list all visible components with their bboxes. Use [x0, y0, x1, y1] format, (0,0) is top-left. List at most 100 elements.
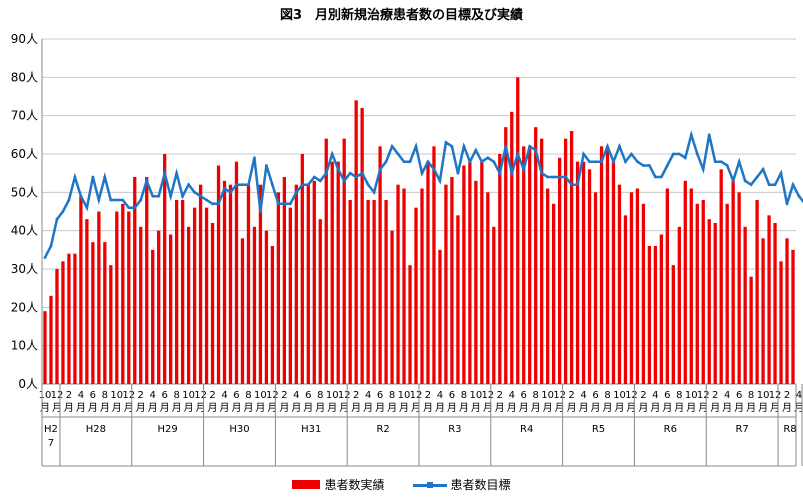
target-point: [462, 144, 466, 148]
bar: [276, 192, 281, 384]
target-point: [755, 175, 759, 179]
bar: [318, 219, 322, 384]
target-point: [193, 190, 196, 194]
x-tick-label-unit: 月: [351, 402, 361, 414]
bar: [324, 138, 328, 384]
x-tick-label: 4: [796, 390, 802, 401]
bar: [294, 184, 298, 384]
x-tick-label-unit: 月: [567, 402, 577, 414]
target-point: [79, 194, 83, 198]
x-tick-label-unit: 月: [76, 402, 86, 414]
y-tick-label: 30人: [11, 262, 38, 276]
x-tick-label-unit: 月: [662, 402, 672, 414]
year-label: R7: [735, 424, 748, 435]
bar: [767, 215, 771, 384]
target-point: [797, 194, 801, 198]
x-tick-label-unit: 月: [279, 402, 289, 414]
target-point: [139, 198, 143, 202]
target-point: [288, 202, 292, 206]
x-tick-label-unit: 月: [698, 402, 708, 414]
target-point: [743, 179, 747, 183]
bar: [456, 215, 460, 384]
bar: [450, 177, 454, 384]
bar: [551, 203, 556, 384]
x-tick-label-unit: 月: [148, 402, 158, 414]
bar: [73, 253, 77, 384]
target-point: [510, 171, 514, 175]
bar: [593, 192, 598, 384]
bar: [204, 207, 209, 384]
x-tick-label: 2: [712, 390, 718, 401]
bar: [121, 203, 125, 384]
target-point: [342, 179, 346, 183]
target-line: [43, 130, 803, 259]
year-label: R5: [592, 424, 605, 435]
target-point: [229, 190, 232, 194]
target-point: [516, 152, 520, 156]
x-tick-label: 6: [305, 390, 311, 401]
target-point: [378, 167, 382, 171]
target-point: [396, 152, 400, 156]
x-tick-label: 6: [736, 390, 742, 401]
x-tick-label: 10: [685, 390, 698, 401]
target-point: [73, 175, 77, 179]
x-tick-label-unit: 月: [88, 402, 98, 414]
target-point: [420, 171, 424, 175]
bar: [701, 200, 705, 384]
x-tick-label-unit: 月: [172, 402, 182, 414]
x-tick-label-unit: 月: [591, 402, 601, 414]
bar: [420, 188, 424, 384]
x-tick-label-unit: 月: [267, 402, 277, 414]
target-point: [731, 179, 735, 183]
bar: [689, 188, 693, 384]
x-tick-label-unit: 月: [734, 402, 744, 414]
bar: [330, 161, 334, 384]
target-point: [265, 164, 268, 167]
x-tick-label-unit: 月: [507, 402, 517, 414]
x-tick-label: 8: [604, 390, 610, 401]
target-point: [372, 190, 376, 194]
bar: [288, 207, 292, 384]
x-tick-label: 12: [769, 390, 782, 401]
target-point: [791, 183, 795, 187]
x-tick-label: 12: [122, 390, 135, 401]
target-point: [653, 175, 657, 179]
x-tick-label-unit: 月: [674, 402, 684, 414]
target-point: [713, 160, 717, 164]
x-tick-label: 2: [425, 390, 431, 401]
x-tick-label-unit: 月: [399, 402, 409, 414]
target-point: [43, 256, 47, 259]
year-label: R4: [520, 424, 533, 435]
x-tick-label-unit: 月: [339, 402, 349, 414]
bar: [611, 161, 616, 384]
bar: [569, 131, 574, 384]
target-point: [767, 183, 771, 187]
bar: [270, 246, 275, 384]
bar: [677, 226, 681, 384]
target-point: [773, 183, 777, 187]
bar: [67, 253, 71, 384]
target-point: [414, 144, 418, 148]
bar: [228, 184, 233, 384]
bar: [504, 127, 508, 385]
bar: [623, 215, 628, 384]
bar: [49, 295, 53, 384]
x-tick-label-unit: 月: [303, 402, 313, 414]
x-tick-label: 4: [365, 390, 371, 401]
bar: [671, 265, 675, 384]
target-point: [671, 152, 675, 156]
y-tick-label: 10人: [11, 339, 38, 353]
target-point: [683, 156, 687, 160]
bar: [408, 265, 412, 384]
year-label: H29: [158, 424, 178, 435]
x-tick-label-unit: 月: [315, 402, 325, 414]
x-tick-label-unit: 月: [220, 402, 230, 414]
bar: [755, 200, 759, 384]
target-point: [121, 198, 125, 202]
bar: [103, 242, 107, 384]
chart-legend: 患者数実績 患者数目標: [0, 476, 803, 493]
bar: [575, 161, 580, 384]
x-tick-label-unit: 月: [375, 402, 385, 414]
x-tick-label-unit: 月: [100, 402, 110, 414]
